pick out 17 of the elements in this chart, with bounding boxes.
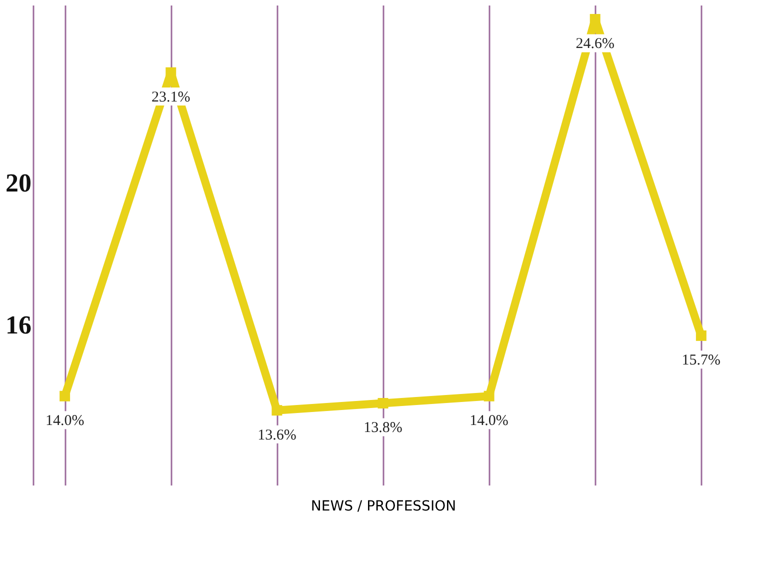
x-axis-title: NEWS / PROFESSION [310,498,456,514]
data-label: 24.6% [576,36,614,52]
point [696,330,706,341]
data-label: 14.0% [470,413,508,430]
data-label: 23.1% [152,90,190,106]
data-label: 15.7% [682,352,721,369]
point [590,14,600,24]
y-tick-label: 20 [6,168,32,198]
point [60,390,70,402]
point [272,405,282,416]
y-tick-label: 16 [6,310,32,340]
data-label: 13.6% [258,427,296,444]
point [484,390,494,402]
point [166,67,176,78]
point [378,398,388,408]
data-label: 14.0% [45,413,84,430]
data-label: 13.8% [364,420,402,436]
